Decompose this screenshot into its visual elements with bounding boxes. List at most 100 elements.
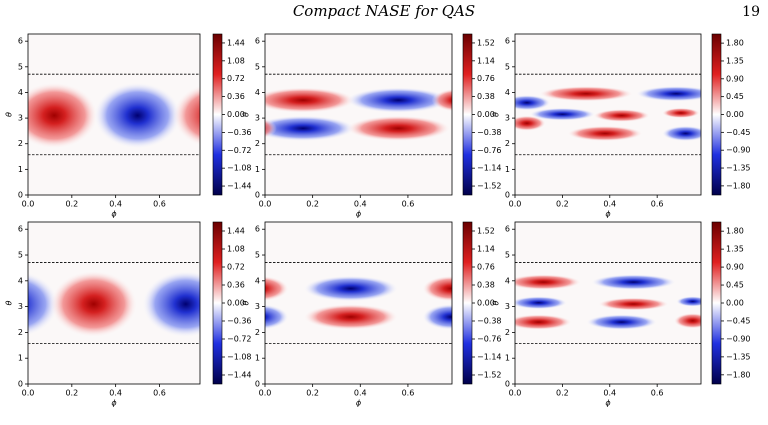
x-tick-label: 0.0 bbox=[259, 200, 272, 209]
colorbar bbox=[462, 221, 473, 385]
colorbar-tick-label: −0.38 bbox=[477, 128, 502, 137]
heatmap-bg bbox=[265, 222, 452, 384]
colorbar-tick-label: −1.35 bbox=[726, 164, 751, 173]
y-tick-label: 6 bbox=[255, 225, 260, 234]
y-axis-label: θ bbox=[242, 300, 251, 305]
colorbar-tick-label: 0.36 bbox=[227, 281, 245, 290]
y-tick-label: 5 bbox=[255, 62, 260, 71]
x-tick-label: 0.2 bbox=[65, 200, 78, 209]
heat-blob bbox=[635, 86, 701, 102]
y-tick-label: 0 bbox=[18, 380, 23, 389]
heat-blob bbox=[661, 125, 701, 142]
colorbar-tick-label: −1.14 bbox=[477, 164, 502, 173]
heatmap bbox=[515, 222, 701, 384]
heat-blob bbox=[431, 88, 452, 112]
colorbar-tick-label: −1.52 bbox=[477, 371, 502, 380]
y-tick-label: 4 bbox=[505, 88, 510, 97]
colorbar-tick-label: −0.72 bbox=[227, 146, 252, 155]
colorbar-tick-label: 1.52 bbox=[477, 38, 495, 47]
y-tick-label: 1 bbox=[18, 354, 23, 363]
y-tick-label: 1 bbox=[505, 354, 510, 363]
x-tick-label: 0.0 bbox=[509, 389, 522, 398]
axes-frame bbox=[27, 33, 201, 196]
colorbar-tick-label: 1.44 bbox=[227, 38, 245, 47]
y-tick-label: 0 bbox=[18, 191, 23, 200]
y-tick-label: 2 bbox=[255, 328, 260, 337]
x-tick-label: 0.6 bbox=[651, 200, 664, 209]
x-tick-label: 0.6 bbox=[651, 389, 664, 398]
x-tick-label: 0.2 bbox=[65, 389, 78, 398]
heat-blob bbox=[265, 87, 356, 113]
heat-blob bbox=[265, 304, 289, 330]
y-tick-label: 3 bbox=[255, 114, 260, 123]
x-axis-label: ϕ bbox=[356, 399, 362, 408]
x-tick-label: 0.0 bbox=[22, 200, 35, 209]
y-tick-label: 6 bbox=[505, 37, 510, 46]
y-tick-label: 4 bbox=[505, 276, 510, 285]
y-tick-label: 1 bbox=[255, 354, 260, 363]
colorbar-tick-label: −0.76 bbox=[477, 335, 502, 344]
heat-blob bbox=[49, 270, 138, 338]
heat-blob bbox=[586, 314, 658, 330]
colorbar-tick-label: 0.72 bbox=[227, 74, 245, 83]
colorbar-tick-label: 0.00 bbox=[227, 110, 245, 119]
colorbar-tick-label: −0.90 bbox=[726, 334, 751, 343]
heat-blob bbox=[515, 95, 551, 111]
y-tick-label: 2 bbox=[255, 139, 260, 148]
colorbar bbox=[212, 33, 223, 196]
colorbar-tick-label: −0.90 bbox=[726, 146, 751, 155]
colorbar-tick-label: 1.44 bbox=[227, 227, 245, 236]
x-tick-label: 0.4 bbox=[354, 200, 367, 209]
y-tick-label: 0 bbox=[505, 380, 510, 389]
page-number: 19 bbox=[742, 4, 760, 20]
y-tick-label: 5 bbox=[505, 62, 510, 71]
heat-blob bbox=[265, 118, 277, 139]
y-tick-label: 5 bbox=[18, 251, 23, 260]
colorbar-tick-label: 0.38 bbox=[477, 281, 495, 290]
x-tick-label: 0.2 bbox=[306, 200, 319, 209]
y-tick-label: 5 bbox=[505, 251, 510, 260]
colorbar-tick-label: 1.52 bbox=[477, 227, 495, 236]
y-tick-label: 6 bbox=[505, 225, 510, 234]
x-tick-label: 0.4 bbox=[109, 389, 122, 398]
x-axis-label: ϕ bbox=[605, 210, 611, 219]
x-axis-label: ϕ bbox=[605, 399, 611, 408]
y-tick-label: 3 bbox=[255, 302, 260, 311]
heat-blob bbox=[265, 115, 356, 142]
heat-blob bbox=[529, 107, 596, 121]
y-tick-label: 3 bbox=[505, 302, 510, 311]
y-tick-label: 1 bbox=[505, 165, 510, 174]
y-tick-label: 2 bbox=[18, 328, 23, 337]
y-tick-label: 4 bbox=[18, 88, 23, 97]
y-tick-label: 3 bbox=[18, 114, 23, 123]
colorbar-tick-label: −0.36 bbox=[227, 317, 252, 326]
colorbar-tick-label: −1.08 bbox=[227, 353, 252, 362]
heat-blob bbox=[593, 109, 651, 122]
colorbar-tick-label: 1.08 bbox=[227, 245, 245, 254]
heat-blob bbox=[141, 270, 200, 338]
colorbar-tick-label: 0.76 bbox=[477, 74, 495, 83]
heat-blob bbox=[567, 125, 643, 142]
y-axis-label: θ bbox=[242, 112, 251, 117]
x-tick-label: 0.2 bbox=[556, 200, 569, 209]
y-tick-label: 2 bbox=[505, 139, 510, 148]
y-tick-label: 3 bbox=[505, 114, 510, 123]
heat-blob bbox=[673, 313, 701, 329]
colorbar-tick-label: −0.36 bbox=[227, 128, 252, 137]
colorbar bbox=[711, 221, 722, 385]
colorbar-tick-label: 1.80 bbox=[726, 227, 744, 236]
axes-frame bbox=[514, 33, 702, 196]
colorbar-tick-label: 1.35 bbox=[726, 56, 744, 65]
colorbar-tick-label: −1.52 bbox=[477, 182, 502, 191]
y-axis-label: θ bbox=[5, 112, 14, 117]
colorbar bbox=[212, 221, 223, 385]
x-axis-label: ϕ bbox=[111, 399, 117, 408]
y-tick-label: 4 bbox=[255, 88, 260, 97]
heatmap-bg bbox=[265, 34, 452, 195]
x-axis-label: ϕ bbox=[111, 210, 117, 219]
heat-blob bbox=[265, 275, 289, 302]
y-tick-label: 0 bbox=[255, 191, 260, 200]
x-tick-label: 0.4 bbox=[603, 389, 616, 398]
y-tick-label: 5 bbox=[255, 251, 260, 260]
colorbar-tick-label: 0.38 bbox=[477, 92, 495, 101]
